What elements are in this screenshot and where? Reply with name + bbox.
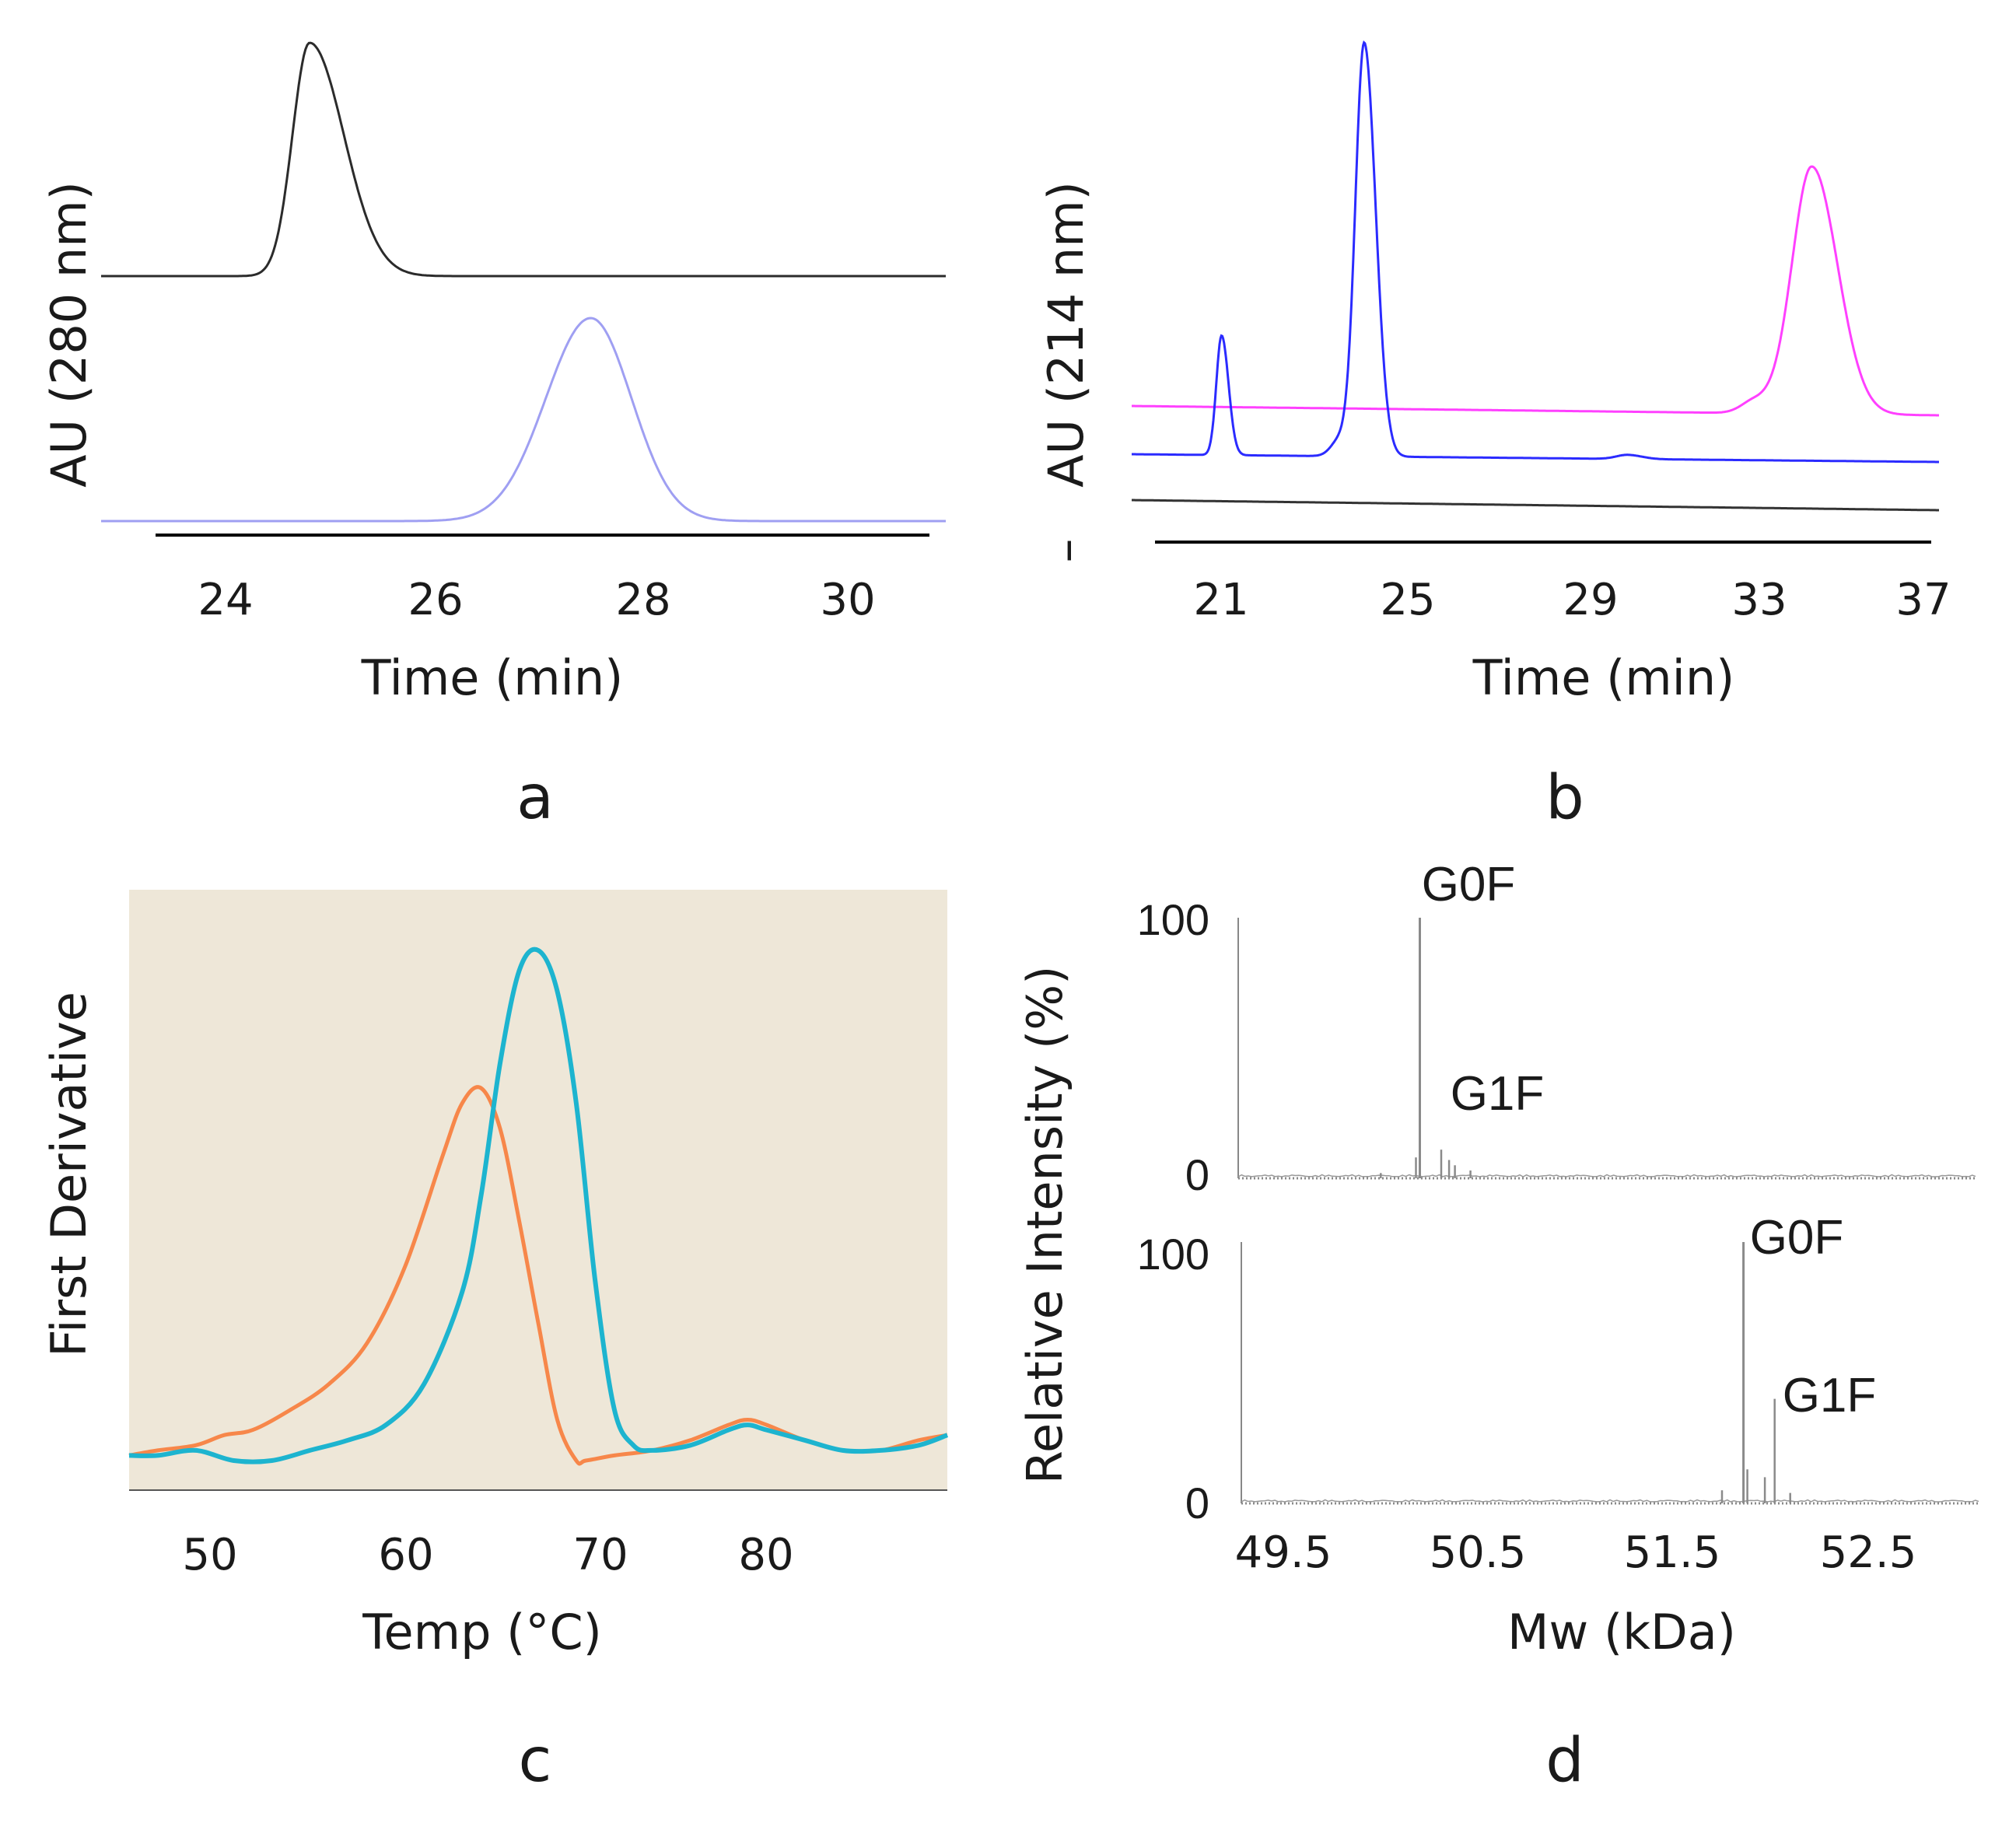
panel-b-x-tick-33: 33 — [1731, 575, 1787, 625]
panel-b-y-axis-label: AU (214 nm) — [1038, 181, 1094, 488]
panel-c-letter: c — [519, 1726, 552, 1796]
panel-d-x-tick-50-5: 50.5 — [1430, 1527, 1527, 1578]
panel-d-upper-peaks — [1380, 918, 1472, 1178]
panel-d-x-tick-51-5: 51.5 — [1624, 1527, 1721, 1578]
panel-b-black-trace — [1132, 499, 1939, 512]
panel-d-upper-y-tick-100: 100 — [1137, 895, 1209, 944]
panel-a-letter: a — [516, 763, 554, 833]
panel-c-plot-background — [129, 890, 947, 1490]
panel-d-upper-g0f-annotation: G0F — [1422, 858, 1516, 912]
panel-a-lavender-trace — [101, 317, 946, 523]
panel-d-x-tick-49-5: 49.5 — [1235, 1527, 1332, 1578]
panel-a-x-tick-28: 28 — [615, 575, 670, 625]
panel-d-letter: d — [1545, 1726, 1584, 1796]
panel-c-dsc-chart: 50 60 70 80 Temp (°C) First Derivative c — [40, 890, 949, 1796]
panel-d-lower-baseline-noise — [1241, 1499, 1979, 1503]
panel-d-x-tick-52-5: 52.5 — [1820, 1527, 1917, 1578]
panel-d-upper-baseline-noise — [1237, 1174, 1976, 1177]
panel-d-lower-g1f-annotation: G1F — [1783, 1369, 1877, 1422]
panel-d-mass-spectra: 100 0 G0F G1F 100 0 G0F G1F 49.5 50.5 51… — [1017, 858, 1979, 1796]
panel-c-x-tick-50: 50 — [182, 1530, 237, 1580]
panel-d-x-axis-label: Mw (kDa) — [1507, 1604, 1736, 1660]
panel-a-y-axis-label: AU (280 nm) — [40, 181, 97, 488]
panel-a-x-axis-label: Time (min) — [361, 649, 624, 706]
panel-c-x-tick-70: 70 — [572, 1530, 628, 1580]
panel-b-letter: b — [1545, 763, 1584, 833]
panel-d-upper-g1f-annotation: G1F — [1451, 1067, 1545, 1121]
panel-c-y-axis-label: First Derivative — [40, 992, 97, 1357]
panel-c-cyan-trace — [128, 946, 949, 1464]
panel-b-blue-trace — [1132, 40, 1939, 464]
panel-a-chromatogram: 24 26 28 30 Time (min) AU (280 nm) a — [40, 41, 946, 833]
panel-a-x-tick-26: 26 — [408, 575, 463, 625]
panel-c-orange-trace — [128, 1085, 948, 1466]
panel-a-x-tick-30: 30 — [820, 575, 875, 625]
panel-d-y-axis-label: Relative Intensity (%) — [1017, 966, 1073, 1485]
panel-c-x-tick-60: 60 — [378, 1530, 433, 1580]
panel-b-x-axis-label: Time (min) — [1472, 649, 1735, 706]
panel-b-x-tick-21: 21 — [1193, 575, 1248, 625]
panel-d-lower-g0f-annotation: G0F — [1750, 1211, 1844, 1265]
panel-b-chromatogram: 21 25 29 33 37 Time (min) – AU (214 nm) … — [1038, 40, 1951, 833]
panel-d-lower-y-tick-0: 0 — [1185, 1478, 1209, 1527]
panel-c-x-axis-label: Temp (°C) — [362, 1604, 602, 1660]
panel-b-magenta-trace — [1132, 165, 1939, 417]
panel-a-x-tick-24: 24 — [198, 575, 253, 625]
panel-b-x-tick-29: 29 — [1563, 575, 1618, 625]
panel-b-x-tick-37: 37 — [1895, 575, 1951, 625]
panel-d-upper-y-tick-0: 0 — [1185, 1150, 1209, 1199]
panel-d-lower-y-tick-100: 100 — [1137, 1230, 1209, 1279]
panel-d-lower-peaks — [1720, 1242, 1791, 1503]
panel-b-x-tick-25: 25 — [1380, 575, 1435, 625]
panel-a-black-trace — [101, 41, 946, 278]
panel-b-y-axis-dash: – — [1038, 539, 1094, 563]
panel-c-x-tick-80: 80 — [738, 1530, 793, 1580]
